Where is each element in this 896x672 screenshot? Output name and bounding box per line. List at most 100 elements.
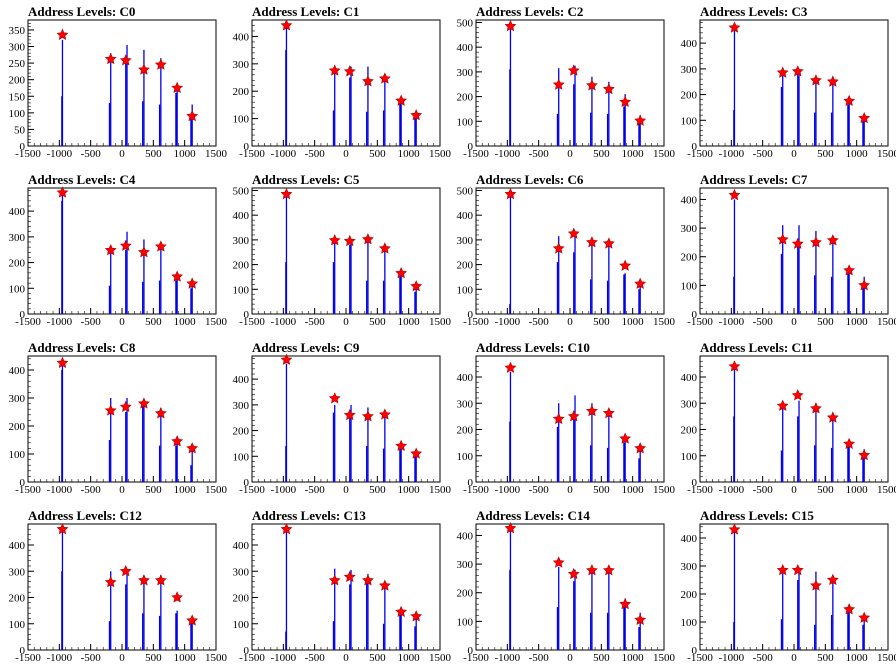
peak-star-marker (104, 52, 117, 65)
plot-frame (475, 355, 665, 483)
x-tick-label: -1500 (687, 316, 713, 328)
x-tick-label: -500 (81, 652, 102, 664)
x-tick-label: 1500 (429, 484, 452, 496)
peak-star-marker (395, 605, 408, 617)
x-tick-label: 500 (369, 316, 386, 328)
x-tick-label: 1500 (205, 148, 228, 160)
peak-star-marker (154, 58, 167, 70)
y-tick-label: 400 (457, 372, 474, 384)
y-tick-label: 400 (233, 31, 250, 43)
y-tick-label: 400 (9, 365, 26, 377)
peak-star-marker (858, 111, 871, 124)
y-tick-label: 100 (681, 280, 698, 292)
y-tick-label: 100 (9, 619, 26, 631)
peak-star-marker (328, 64, 341, 76)
peak-star-marker (791, 65, 804, 77)
x-tick-label: 500 (593, 148, 610, 160)
x-tick-label: -500 (81, 484, 102, 496)
x-tick-label: -500 (305, 148, 326, 160)
x-tick-label: 0 (119, 652, 125, 664)
x-tick-label: 0 (343, 148, 349, 160)
peak-star-marker (138, 63, 150, 75)
x-tick-label: 500 (593, 484, 610, 496)
x-tick-label: 0 (791, 316, 797, 328)
peak-star-marker (378, 408, 391, 420)
chart-panel-c4: Address Levels: C4 0 100 200 300 400 -1500 -100… (0, 168, 228, 336)
plot-frame (27, 187, 217, 315)
x-tick-label: 0 (119, 484, 125, 496)
chart-svg: Address Levels: C3 0 100 200 300 400 -1500 -100… (681, 4, 896, 160)
y-tick-label: 0 (20, 141, 26, 153)
chart-svg: Address Levels: C0 0 50 100 150 200 250 300 350 -… (9, 4, 228, 160)
peak-star-marker (791, 237, 804, 249)
x-tick-label: -1500 (239, 484, 265, 496)
y-tick-label: 300 (457, 559, 474, 571)
chart-title: Address Levels: C10 (476, 340, 590, 355)
y-tick-label: 200 (9, 75, 26, 87)
y-tick-label: 100 (9, 108, 26, 120)
y-tick-label: 300 (457, 67, 474, 79)
peak-star-marker (280, 187, 293, 200)
y-tick-label: 200 (233, 86, 250, 98)
peak-star-marker (328, 574, 341, 586)
y-tick-label: 500 (457, 185, 474, 197)
x-tick-label: -1000 (46, 652, 72, 664)
x-tick-label: 1000 (622, 652, 645, 664)
peak-star-marker (154, 407, 167, 419)
x-tick-label: 1000 (622, 148, 645, 160)
x-tick-label: -1000 (270, 484, 296, 496)
peak-star-marker (138, 246, 150, 258)
chart-svg: Address Levels: C20100200300400500-1500-… (457, 4, 676, 160)
peak-star-marker (378, 242, 391, 254)
x-tick-label: 0 (343, 484, 349, 496)
x-tick-label: 1000 (398, 148, 421, 160)
y-tick-label: 100 (681, 451, 698, 463)
peak-star-marker (567, 227, 580, 239)
y-tick-label: 300 (681, 223, 698, 235)
x-tick-label: -500 (529, 316, 550, 328)
peak-star-marker (343, 570, 356, 583)
x-tick-label: 0 (567, 148, 573, 160)
peak-star-marker (858, 611, 871, 623)
peak-star-marker (776, 563, 789, 576)
peak-star-marker (602, 564, 615, 576)
y-tick-label: 500 (233, 185, 250, 197)
x-tick-label: 0 (119, 316, 125, 328)
chart-panel-c12: Address Levels: C12 0 100 200 300 400 -1500 -10… (0, 504, 228, 672)
chart-svg: Address Levels: C4 0 100 200 300 400 -1500 -100… (9, 172, 228, 328)
y-tick-label: 100 (681, 617, 698, 629)
y-tick-label: 0 (244, 645, 250, 657)
chart-svg: Address Levels: C7 0 100 200 300 400 -1500 -100… (681, 172, 896, 328)
chart-title: Address Levels: C3 (700, 4, 808, 19)
x-tick-label: 1000 (846, 652, 869, 664)
peak-star-marker (810, 402, 822, 414)
x-tick-label: -500 (305, 484, 326, 496)
peak-star-marker (602, 237, 615, 249)
y-tick-label: 400 (681, 533, 698, 545)
x-tick-label: -500 (305, 652, 326, 664)
y-tick-label: 0 (692, 477, 698, 489)
x-tick-label: 1500 (205, 316, 228, 328)
y-tick-label: 400 (681, 38, 698, 50)
chart-title: Address Levels: C0 (28, 4, 135, 19)
x-tick-label: 1500 (877, 148, 896, 160)
chart-panel-c3: Address Levels: C3 0 100 200 300 400 -1500 -100… (672, 0, 896, 168)
chart-title: Address Levels: C13 (252, 508, 366, 523)
plot-frame (699, 355, 889, 483)
x-tick-label: -1500 (687, 148, 713, 160)
peak-star-marker (826, 234, 839, 246)
peak-star-marker (171, 81, 184, 94)
peak-star-marker (858, 448, 871, 461)
x-tick-label: 1000 (846, 484, 869, 496)
y-tick-label: 100 (233, 619, 250, 631)
x-tick-label: -1500 (239, 652, 265, 664)
plot-frame (251, 523, 441, 651)
y-tick-label: 200 (9, 593, 26, 605)
peak-star-marker (378, 579, 391, 591)
chart-panel-c7: Address Levels: C7 0 100 200 300 400 -1500 -100… (672, 168, 896, 336)
y-tick-label: 0 (244, 477, 250, 489)
y-tick-label: 200 (681, 252, 698, 264)
chart-panel-c15: Address Levels: C15 0 100 200 300 400 -1500 -10… (672, 504, 896, 672)
x-tick-label: -1000 (46, 148, 72, 160)
x-tick-label: -1000 (46, 316, 72, 328)
